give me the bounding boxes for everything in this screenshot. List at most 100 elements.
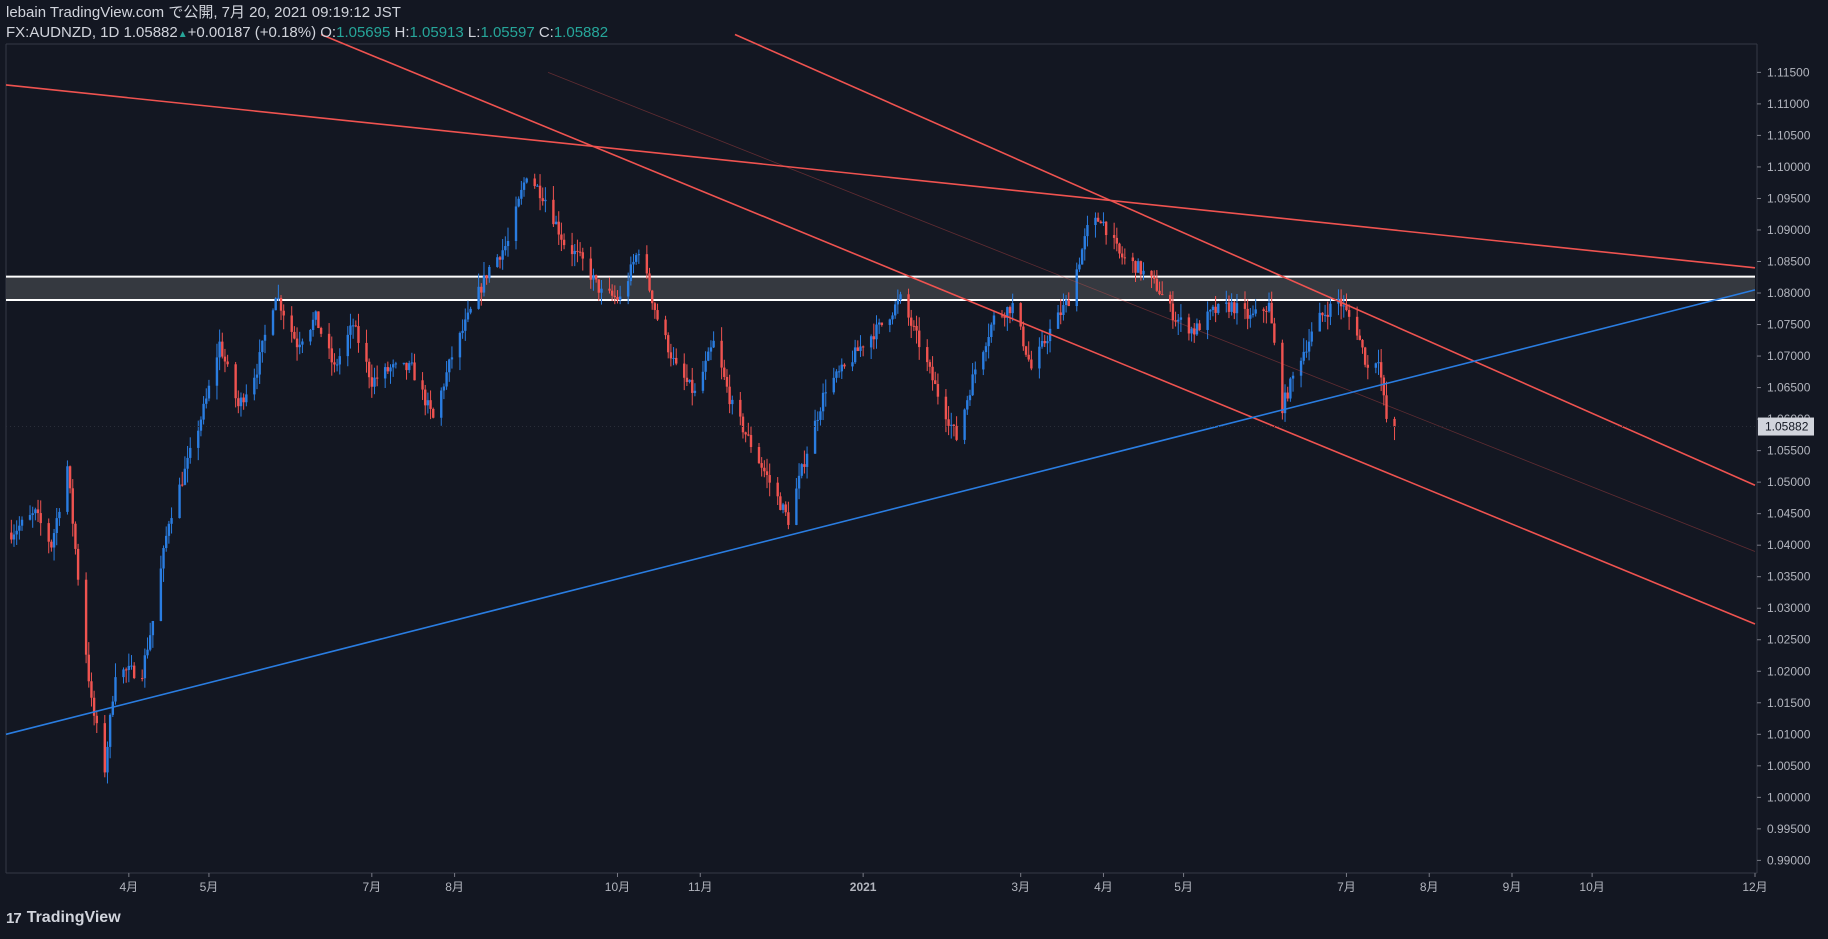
candle-body: [1246, 308, 1249, 319]
candle-body: [1379, 362, 1383, 378]
open-label: O:: [320, 24, 337, 41]
candle-body: [1064, 300, 1068, 306]
candle-body: [1046, 341, 1049, 344]
candle-body: [514, 206, 518, 242]
candle-body: [982, 352, 985, 370]
candle-body: [496, 257, 499, 267]
candlesticks: [10, 173, 1396, 784]
candle-body: [667, 335, 670, 353]
candle-body: [861, 346, 865, 348]
candle-body: [52, 533, 56, 548]
candle-body: [589, 258, 592, 280]
candle-body: [912, 325, 916, 327]
candle-body: [896, 299, 900, 305]
candle-body: [20, 519, 24, 526]
candle-body: [242, 397, 245, 403]
y-tick-label: 1.01000: [1767, 727, 1811, 741]
candle-body: [1123, 257, 1127, 259]
y-tick-label: 1.03500: [1767, 570, 1811, 584]
candle-body: [127, 665, 131, 670]
candle-body: [202, 403, 205, 420]
candle-body: [1366, 364, 1370, 368]
candle-body: [963, 409, 966, 440]
candle-body: [648, 273, 651, 291]
candle-body: [440, 390, 443, 418]
time-axis[interactable]: 4月 5月 7月 8月 10月 11月 2021 3月 4月 5月 7月 8月 9月 10月 12月: [119, 873, 1768, 894]
candle-body: [1289, 378, 1292, 399]
candle-body: [282, 310, 285, 316]
candle-body: [1008, 307, 1012, 314]
candle-body: [165, 535, 168, 549]
candle-body: [891, 315, 894, 320]
price-axis[interactable]: 1.11500 1.11000 1.10500 1.10000 1.09500 1.090…: [1757, 65, 1811, 867]
candle-body: [122, 669, 125, 678]
candle-body: [167, 523, 171, 536]
candle-body: [950, 424, 953, 426]
candle-body: [319, 328, 323, 334]
candle-body: [1083, 236, 1086, 250]
candle-body: [1187, 317, 1191, 334]
candle-body: [744, 432, 747, 435]
x-tick-label: 4月: [1094, 880, 1113, 894]
candle-body: [130, 665, 133, 667]
candle-body: [95, 715, 98, 724]
red-trendline: [5, 84, 1756, 269]
candle-body: [143, 655, 147, 679]
candle-body: [271, 310, 275, 335]
candle-body: [1326, 314, 1329, 317]
candle-body: [618, 296, 622, 301]
candle-body: [538, 185, 542, 199]
candle-body: [189, 447, 192, 458]
candle-body: [1043, 340, 1046, 344]
candle-body: [616, 296, 619, 301]
candle-body: [1006, 307, 1009, 318]
candle-body: [226, 361, 229, 365]
blue-trendline: [5, 289, 1756, 736]
candle-body: [1243, 303, 1247, 309]
candle-body: [629, 264, 633, 282]
candle-body: [114, 677, 117, 702]
candle-body: [429, 400, 432, 409]
candle-body: [781, 504, 785, 510]
candle-body: [410, 362, 414, 364]
candle-body: [1265, 310, 1268, 312]
candle-body: [856, 347, 860, 351]
candle-body: [47, 523, 50, 542]
candle-body: [613, 295, 617, 297]
candle-body: [843, 364, 846, 367]
candle-body: [632, 261, 635, 265]
candle-body: [298, 344, 301, 348]
candle-body: [813, 420, 817, 454]
candle-body: [90, 681, 93, 698]
candle-body: [1305, 351, 1308, 353]
candle-body: [1102, 221, 1105, 224]
resistance-zone[interactable]: [6, 275, 1755, 301]
y-tick-label: 1.02500: [1767, 633, 1811, 647]
candle-body: [106, 746, 109, 773]
candle-body: [918, 330, 921, 348]
candle-body: [71, 488, 74, 524]
candle-body: [1235, 303, 1239, 314]
candle-body: [1206, 311, 1209, 330]
symbol-name[interactable]: FX:AUDNZD, 1D: [6, 24, 120, 41]
candle-body: [1214, 306, 1217, 313]
tradingview-logo[interactable]: 17 TradingView: [6, 909, 121, 927]
candle-body: [562, 239, 566, 246]
x-tick-label: 12月: [1742, 880, 1767, 894]
y-tick-label: 1.08500: [1767, 254, 1811, 268]
y-tick-label: 1.11000: [1767, 97, 1810, 111]
y-tick-label: 1.06500: [1767, 381, 1811, 395]
candle-body: [840, 364, 843, 372]
candle-body: [394, 363, 398, 365]
trendlines[interactable]: [5, 33, 1756, 736]
candle-body: [1174, 320, 1177, 322]
candle-body: [1249, 315, 1252, 319]
y-tick-label: 1.11500: [1767, 65, 1810, 79]
candle-body: [215, 357, 219, 386]
candle-body: [525, 178, 528, 183]
candle-body: [351, 325, 355, 327]
high-value: 1.05913: [409, 24, 464, 41]
candle-body: [669, 352, 673, 359]
candle-body: [58, 511, 61, 519]
